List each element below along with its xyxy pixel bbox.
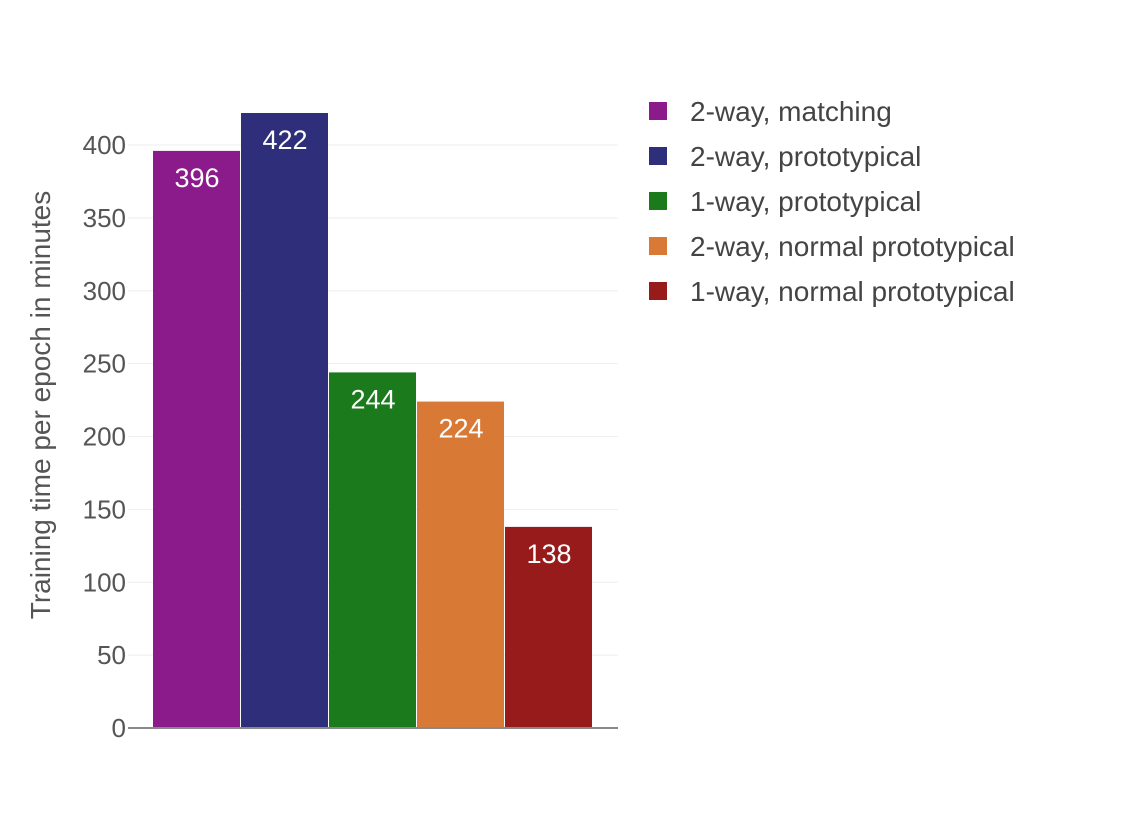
y-tick-label: 350 (83, 203, 126, 233)
legend-item[interactable]: 2-way, normal prototypical (649, 231, 1015, 262)
y-tick-label: 250 (83, 349, 126, 379)
bar-value-label: 244 (350, 384, 395, 414)
legend-label: 2-way, normal prototypical (690, 231, 1015, 262)
legend-swatch (649, 147, 667, 165)
y-tick-label: 200 (83, 422, 126, 452)
bar-value-label: 224 (438, 414, 483, 444)
y-axis-ticks: 0 50 100 150 200 250 300 350 400 (83, 130, 126, 743)
legend-item[interactable]: 2-way, matching (649, 96, 892, 127)
bar[interactable] (153, 150, 240, 728)
y-tick-label: 100 (83, 567, 126, 597)
bar[interactable] (241, 113, 328, 728)
y-tick-label: 400 (83, 130, 126, 160)
y-axis-title: Training time per epoch in minutes (25, 191, 56, 620)
bar[interactable] (329, 372, 416, 728)
y-tick-label: 150 (83, 494, 126, 524)
bars (153, 113, 592, 728)
bar[interactable] (417, 401, 504, 728)
bar[interactable] (505, 526, 592, 728)
bar-value-label: 396 (174, 163, 219, 193)
y-tick-label: 0 (112, 713, 126, 743)
legend-swatch (649, 282, 667, 300)
legend-item[interactable]: 1-way, normal prototypical (649, 276, 1015, 307)
legend-swatch (649, 102, 667, 120)
legend-swatch (649, 237, 667, 255)
legend[interactable]: 2-way, matching 2-way, prototypical 1-way,… (649, 96, 1015, 307)
legend-label: 2-way, prototypical (690, 141, 921, 172)
legend-item[interactable]: 1-way, prototypical (649, 186, 921, 217)
data-labels: 396 422 244 224 138 (174, 125, 571, 569)
legend-label: 1-way, prototypical (690, 186, 921, 217)
y-tick-label: 50 (97, 640, 126, 670)
legend-swatch (649, 192, 667, 210)
legend-item[interactable]: 2-way, prototypical (649, 141, 921, 172)
legend-label: 2-way, matching (690, 96, 892, 127)
bar-value-label: 138 (526, 539, 571, 569)
y-tick-label: 300 (83, 276, 126, 306)
bar-value-label: 422 (262, 125, 307, 155)
legend-label: 1-way, normal prototypical (690, 276, 1015, 307)
